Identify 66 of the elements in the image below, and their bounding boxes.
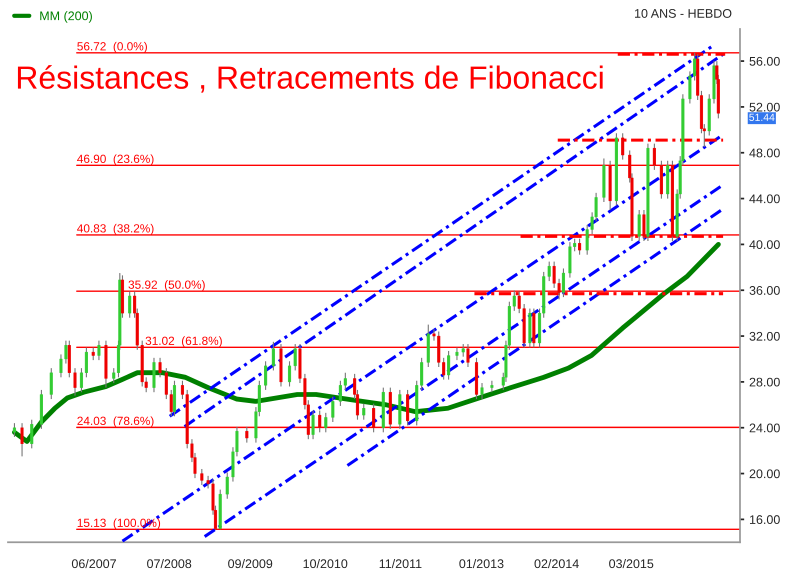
candlestick <box>288 360 292 388</box>
y-tick-label: 36.00 <box>750 286 780 295</box>
candlestick <box>455 346 458 361</box>
candlestick <box>638 209 641 242</box>
ref-line-label: 56.72 (0.0%) <box>77 42 147 53</box>
y-tick-label: 32.00 <box>750 332 780 341</box>
candlestick <box>92 346 95 361</box>
chart-subtitle: 10 ANS - HEBDO <box>635 9 732 18</box>
candlestick <box>652 143 656 170</box>
line-series <box>12 242 721 444</box>
candlestick <box>97 340 100 361</box>
annotation: 51.44 <box>749 114 775 121</box>
candlestick <box>466 344 470 368</box>
candlestick <box>362 403 366 420</box>
candlestick <box>128 290 132 318</box>
y-tick-label: 40.00 <box>749 240 780 250</box>
ref-line-label: 46.90 (23.6%) <box>77 154 154 166</box>
candlestick <box>562 268 565 298</box>
candlestick <box>312 410 315 440</box>
y-tick-label: 28.00 <box>750 378 780 387</box>
x-tick-label: 11/2011 <box>380 558 422 568</box>
candlestick <box>372 403 376 433</box>
candlestick <box>245 426 248 444</box>
candlestick <box>462 344 465 358</box>
candlestick <box>206 475 210 490</box>
x-tick-label: 01/2013 <box>459 558 504 568</box>
x-tick-label: 03/2015 <box>609 558 654 568</box>
ref-line-label: 35.92 (50.0%) <box>128 280 205 292</box>
candlestick <box>490 380 494 393</box>
candlestick <box>226 472 229 500</box>
candlestick <box>73 368 77 396</box>
candlestick <box>272 341 275 371</box>
candlestick <box>480 382 484 400</box>
text: Résistances , Retracements de Fibonacci <box>18 65 603 93</box>
x-tick-label: 09/2009 <box>228 558 272 568</box>
x-tick-label: 02/2014 <box>534 558 579 568</box>
ref-line-label: 31.02 (61.8%) <box>146 336 222 348</box>
y-tick-label: 16.00 <box>750 515 780 524</box>
y-tick-label: 52.00 <box>750 102 780 112</box>
y-tick-label: 24.00 <box>750 424 780 432</box>
candlestick <box>30 419 34 449</box>
candlestick <box>12 422 16 438</box>
candlestick <box>294 344 297 371</box>
legend-label: MM (200) <box>40 11 92 23</box>
candlestick <box>331 396 334 423</box>
y-tick-label: 20.00 <box>750 469 780 478</box>
candlestick <box>20 422 24 457</box>
x-tick-label: 07/2008 <box>147 558 192 568</box>
candlestick <box>50 368 53 400</box>
candlestick <box>548 261 551 282</box>
ref-line-label: 40.83 (38.2%) <box>77 224 154 235</box>
candlestick <box>447 350 450 380</box>
y-tick-label: 44.00 <box>749 194 780 204</box>
candlestick <box>578 238 582 256</box>
x-tick-label: 06/2007 <box>72 558 116 568</box>
x-tick-label: 10/2010 <box>304 558 348 568</box>
ref-line-label: 24.03 (78.6%) <box>77 416 154 428</box>
candlestick <box>264 360 268 390</box>
candlestick <box>642 209 646 242</box>
y-tick-label: 48.00 <box>749 148 780 158</box>
candlestick <box>200 468 204 486</box>
candlestick <box>621 132 624 160</box>
y-tick-label: 56.00 <box>750 56 780 66</box>
candlestick <box>158 357 162 378</box>
candlestick <box>324 412 328 433</box>
candlestick <box>318 410 322 433</box>
